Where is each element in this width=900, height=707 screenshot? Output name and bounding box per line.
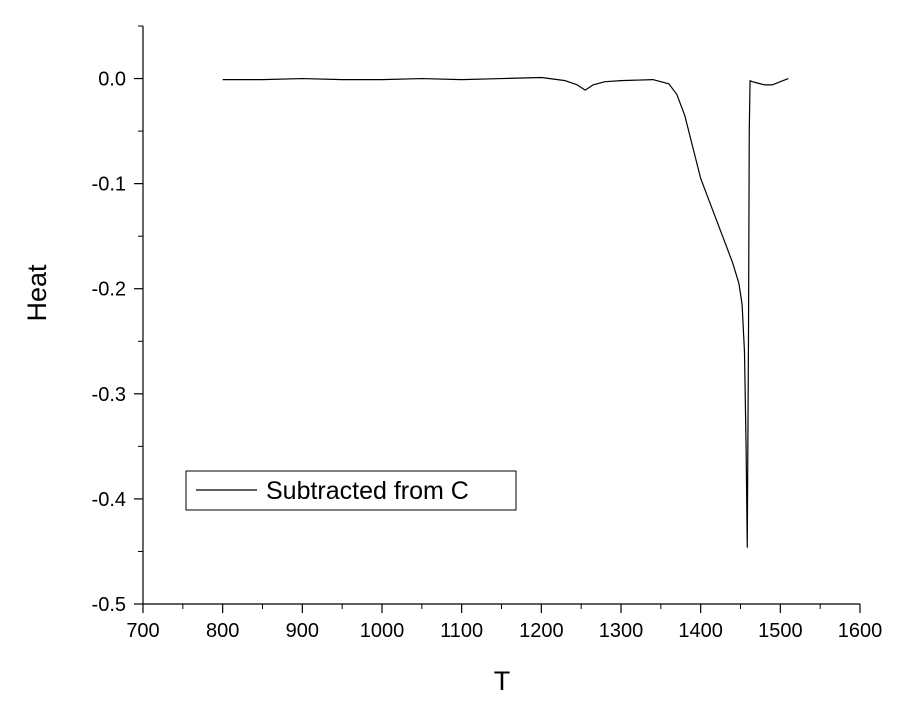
legend: Subtracted from C [185, 470, 517, 511]
y-tick-label: 0.0 [98, 69, 126, 91]
x-tick-label: 1400 [678, 620, 723, 642]
y-tick-label: -0.2 [92, 279, 126, 301]
y-tick-label: -0.5 [92, 594, 126, 616]
x-axis-ticks: 700 800 900 1000 1100 1200 1300 1400 1500 1600 [126, 604, 882, 642]
series-line-0 [222, 76, 789, 548]
y-axis-ticks: 0.0 -0.1 -0.2 -0.3 -0.4 -0.5 [92, 25, 143, 616]
x-axis-label: T [494, 666, 511, 696]
x-tick-label: 1600 [838, 620, 883, 642]
y-axis-label: Heat [22, 264, 52, 322]
x-tick-label: 700 [126, 620, 159, 642]
x-tick-label: 800 [206, 620, 239, 642]
x-tick-label: 1300 [599, 620, 644, 642]
series-layer [222, 76, 789, 548]
y-tick-label: -0.1 [92, 174, 126, 196]
x-tick-label: 900 [286, 620, 319, 642]
x-tick-label: 1200 [519, 620, 564, 642]
y-tick-label: -0.4 [92, 489, 126, 511]
plot-axes [142, 26, 860, 605]
x-tick-label: 1100 [440, 620, 483, 642]
x-tick-label: 1500 [758, 620, 803, 642]
legend-entry-label: Subtracted from C [266, 477, 469, 505]
y-tick-label: -0.3 [92, 384, 126, 406]
x-tick-label: 1000 [360, 620, 405, 642]
